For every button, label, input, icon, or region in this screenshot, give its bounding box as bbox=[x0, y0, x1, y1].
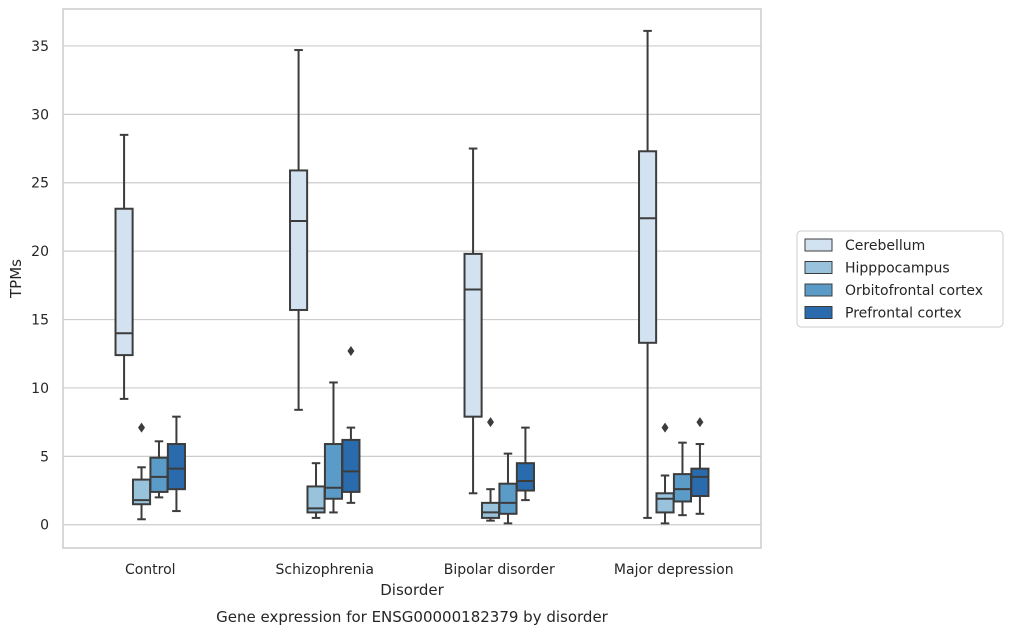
box-hipppocampus bbox=[655, 422, 675, 525]
legend-label: Prefrontal cortex bbox=[845, 306, 962, 322]
legend-swatch bbox=[804, 238, 833, 252]
box-prefrontal-cortex bbox=[515, 426, 535, 502]
legend-item: Orbitofrontal cortex bbox=[804, 283, 983, 299]
chart-title: Gene expression for ENSG00000182379 by d… bbox=[216, 608, 609, 626]
box-orbitofrontal-cortex bbox=[149, 440, 169, 499]
legend-item: Prefrontal cortex bbox=[804, 306, 962, 322]
box-hipppocampus bbox=[480, 417, 501, 522]
box-body bbox=[149, 456, 169, 493]
box-orbitofrontal-cortex bbox=[498, 452, 518, 525]
plot-area-frame bbox=[62, 8, 762, 549]
box-body bbox=[498, 482, 518, 515]
box-hipppocampus bbox=[131, 422, 152, 521]
box-body bbox=[289, 169, 309, 311]
box-body bbox=[672, 473, 693, 503]
box-body bbox=[638, 150, 658, 344]
y-axis-label: TPMs bbox=[7, 259, 25, 299]
x-tick-label: Bipolar disorder bbox=[444, 562, 555, 578]
box-prefrontal-cortex bbox=[341, 346, 361, 504]
y-tick-label: 25 bbox=[31, 176, 49, 192]
legend-label: Orbitofrontal cortex bbox=[845, 283, 983, 299]
box-body bbox=[463, 252, 483, 418]
box-cerebellum bbox=[289, 49, 309, 411]
legend-label: Cerebellum bbox=[845, 238, 925, 254]
box-prefrontal-cortex bbox=[166, 415, 186, 513]
box-prefrontal-cortex bbox=[690, 417, 710, 515]
y-tick-label: 5 bbox=[40, 449, 49, 465]
x-tick-label: Control bbox=[125, 562, 176, 578]
box-cerebellum bbox=[114, 133, 134, 400]
box-series bbox=[114, 29, 710, 525]
outlier-point bbox=[487, 417, 495, 428]
legend-swatch bbox=[804, 261, 833, 274]
legend-swatch bbox=[804, 283, 833, 297]
y-tick-label: 15 bbox=[31, 313, 49, 329]
box-body bbox=[655, 492, 675, 514]
y-tick-label: 0 bbox=[40, 518, 49, 534]
y-tick-label: 20 bbox=[31, 244, 49, 260]
box-orbitofrontal-cortex bbox=[323, 381, 344, 514]
box-body bbox=[323, 443, 344, 500]
x-tick-label: Schizophrenia bbox=[276, 562, 374, 578]
box-body bbox=[114, 207, 134, 357]
outlier-point bbox=[138, 422, 146, 433]
box-body bbox=[690, 467, 710, 498]
box-body bbox=[166, 443, 186, 491]
legend: Cerebellum Hipppocampus Orbitofrontal cort… bbox=[796, 230, 1004, 328]
x-axis-label: Disorder bbox=[380, 581, 444, 599]
box-body bbox=[515, 462, 535, 492]
box-cerebellum bbox=[638, 29, 658, 519]
y-tick-labels: 0 5 10 15 20 25 30 35 bbox=[31, 39, 49, 534]
box-body bbox=[341, 438, 361, 493]
outlier-point bbox=[347, 346, 355, 357]
legend-item: Cerebellum bbox=[804, 238, 925, 254]
box-orbitofrontal-cortex bbox=[672, 441, 693, 517]
legend-frame bbox=[796, 230, 1004, 328]
box-hipppocampus bbox=[306, 462, 326, 519]
legend-swatch bbox=[804, 306, 833, 319]
box-body bbox=[480, 501, 501, 519]
y-tick-label: 35 bbox=[31, 39, 49, 55]
legend-item: Hipppocampus bbox=[804, 261, 950, 277]
box-cerebellum bbox=[463, 147, 483, 495]
x-tick-labels: Control Schizophrenia Bipolar disorder Majo… bbox=[125, 562, 734, 578]
x-tick-label: Major depression bbox=[614, 562, 734, 578]
outlier-point bbox=[661, 422, 669, 433]
legend-label: Hipppocampus bbox=[845, 261, 950, 277]
y-tick-label: 30 bbox=[31, 107, 49, 123]
outlier-point bbox=[696, 417, 704, 428]
y-tick-label: 10 bbox=[31, 381, 49, 397]
